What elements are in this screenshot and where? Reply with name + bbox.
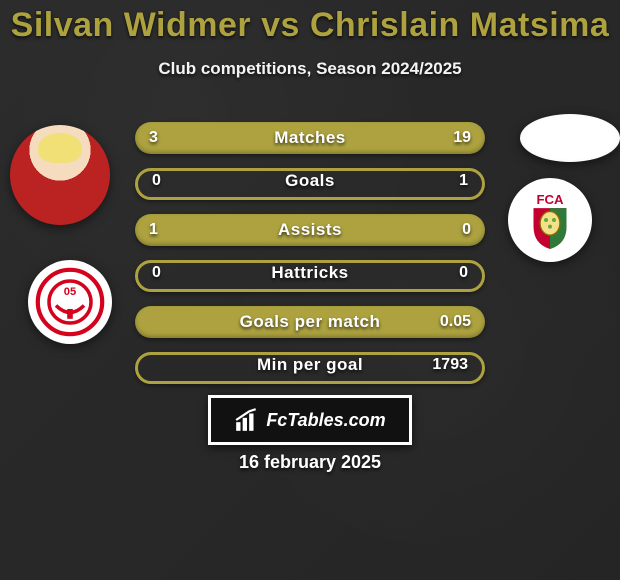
stat-right-value: 0.05 xyxy=(440,306,471,338)
stat-label: Hattricks xyxy=(138,260,482,286)
player1-avatar xyxy=(10,125,110,225)
stat-row-min-per-goal: Min per goal 1793 xyxy=(135,352,485,384)
stats-panel: 3 Matches 19 0 Goals 1 1 Assists 0 0 Hat… xyxy=(135,122,485,398)
player2-avatar-placeholder xyxy=(520,114,620,162)
stat-row-goals: 0 Goals 1 xyxy=(135,168,485,200)
brand-label: FcTables.com xyxy=(266,410,385,431)
stat-row-hattricks: 0 Hattricks 0 xyxy=(135,260,485,292)
stat-right-value: 19 xyxy=(453,122,471,154)
brand-badge[interactable]: FcTables.com xyxy=(208,395,412,445)
stat-label: Goals per match xyxy=(135,306,485,338)
stat-row-goals-per-match: Goals per match 0.05 xyxy=(135,306,485,338)
page-title: Silvan Widmer vs Chrislain Matsima xyxy=(0,0,620,45)
stat-right-value: 1 xyxy=(459,168,468,194)
stat-right-value: 0 xyxy=(459,260,468,286)
club-crest-augsburg: FCA xyxy=(508,178,592,262)
subtitle: Club competitions, Season 2024/2025 xyxy=(0,59,620,79)
svg-text:05: 05 xyxy=(64,286,76,298)
stat-label: Assists xyxy=(135,214,485,246)
date-label: 16 february 2025 xyxy=(0,452,620,473)
stat-right-value: 1793 xyxy=(432,352,468,378)
club-crest-mainz: 05 xyxy=(28,260,112,344)
stat-row-assists: 1 Assists 0 xyxy=(135,214,485,246)
stat-label: Min per goal xyxy=(138,352,482,378)
stat-label: Matches xyxy=(135,122,485,154)
stat-label: Goals xyxy=(138,168,482,194)
brand-logo-icon xyxy=(234,407,260,433)
stat-row-matches: 3 Matches 19 xyxy=(135,122,485,154)
stat-right-value: 0 xyxy=(462,214,471,246)
crest-right-text: FCA xyxy=(536,192,564,207)
